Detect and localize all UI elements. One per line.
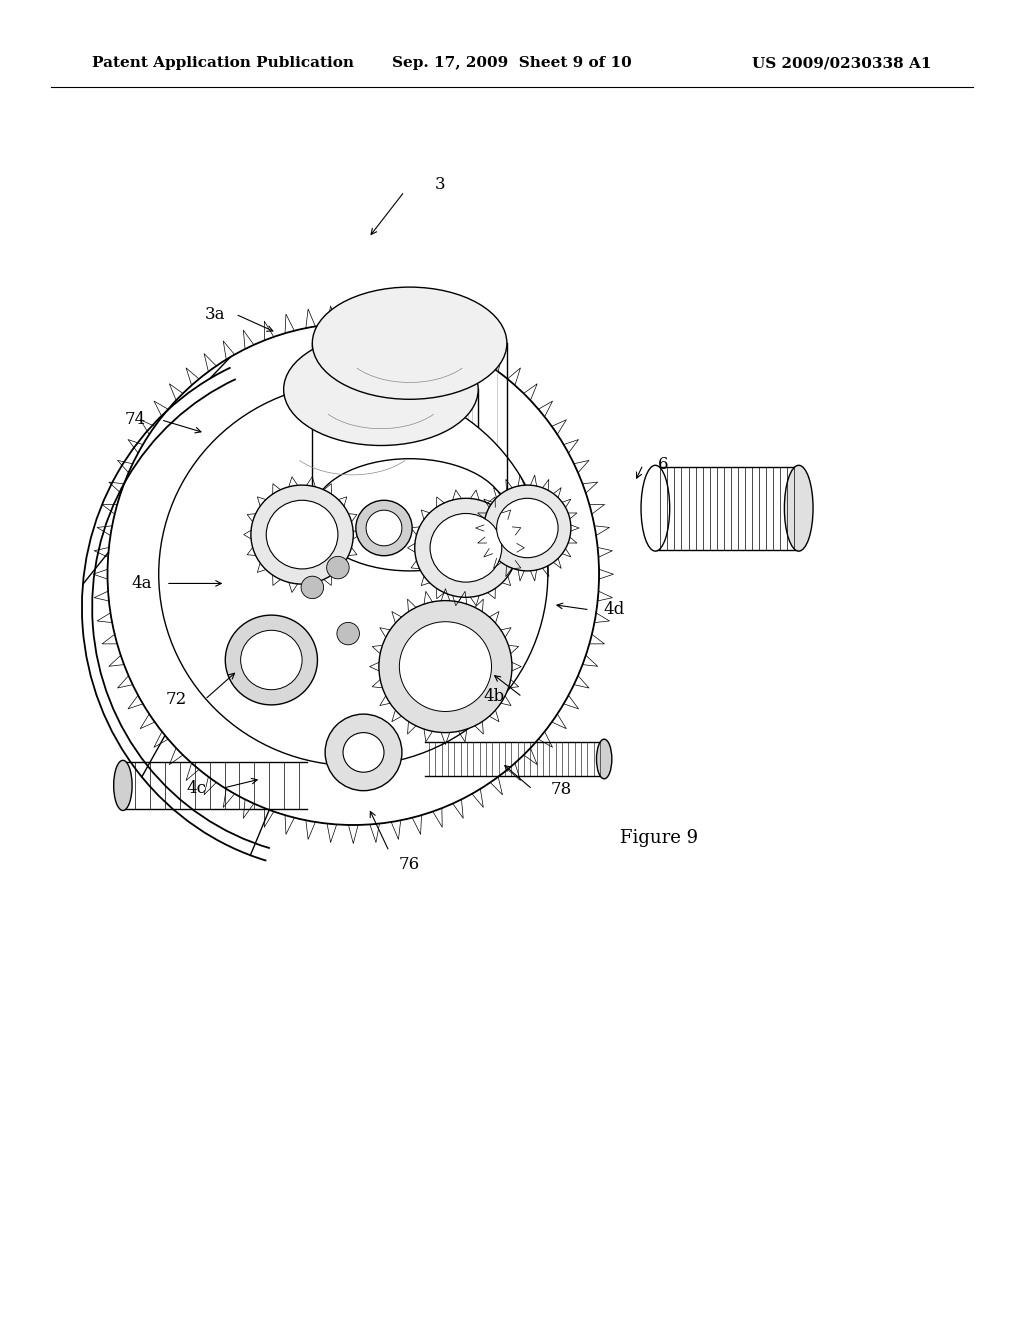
Text: US 2009/0230338 A1: US 2009/0230338 A1 (753, 57, 932, 70)
Ellipse shape (114, 760, 132, 810)
Ellipse shape (337, 623, 359, 645)
Ellipse shape (596, 739, 611, 779)
Ellipse shape (415, 499, 517, 598)
Ellipse shape (641, 466, 670, 552)
Text: 4b: 4b (483, 689, 504, 705)
Ellipse shape (312, 459, 507, 572)
Text: 78: 78 (551, 781, 571, 797)
Text: 3: 3 (435, 177, 445, 193)
Text: Patent Application Publication: Patent Application Publication (92, 57, 354, 70)
Ellipse shape (399, 622, 492, 711)
Text: 4d: 4d (604, 602, 625, 618)
Ellipse shape (284, 506, 478, 618)
Ellipse shape (241, 630, 302, 689)
Ellipse shape (312, 288, 507, 400)
Ellipse shape (379, 601, 512, 733)
Ellipse shape (430, 513, 502, 582)
Ellipse shape (497, 498, 558, 557)
Text: 3a: 3a (205, 306, 225, 322)
Text: Figure 9: Figure 9 (620, 829, 697, 847)
Text: 4c: 4c (186, 780, 207, 796)
Ellipse shape (301, 576, 324, 599)
Ellipse shape (326, 714, 401, 791)
Text: Sep. 17, 2009  Sheet 9 of 10: Sep. 17, 2009 Sheet 9 of 10 (392, 57, 632, 70)
Text: 6: 6 (658, 457, 669, 473)
Ellipse shape (327, 557, 349, 578)
Ellipse shape (484, 486, 571, 570)
Ellipse shape (108, 323, 599, 825)
Ellipse shape (266, 500, 338, 569)
Ellipse shape (255, 380, 450, 492)
Text: 74: 74 (125, 412, 145, 428)
Ellipse shape (343, 733, 384, 772)
Ellipse shape (251, 486, 353, 583)
Ellipse shape (255, 552, 450, 664)
Ellipse shape (367, 510, 401, 546)
Ellipse shape (225, 615, 317, 705)
Ellipse shape (284, 334, 478, 446)
Text: 72: 72 (166, 692, 186, 708)
Ellipse shape (356, 500, 412, 556)
Ellipse shape (784, 466, 813, 552)
Text: 4a: 4a (131, 576, 152, 591)
Ellipse shape (159, 383, 548, 766)
Text: 76: 76 (399, 857, 420, 873)
